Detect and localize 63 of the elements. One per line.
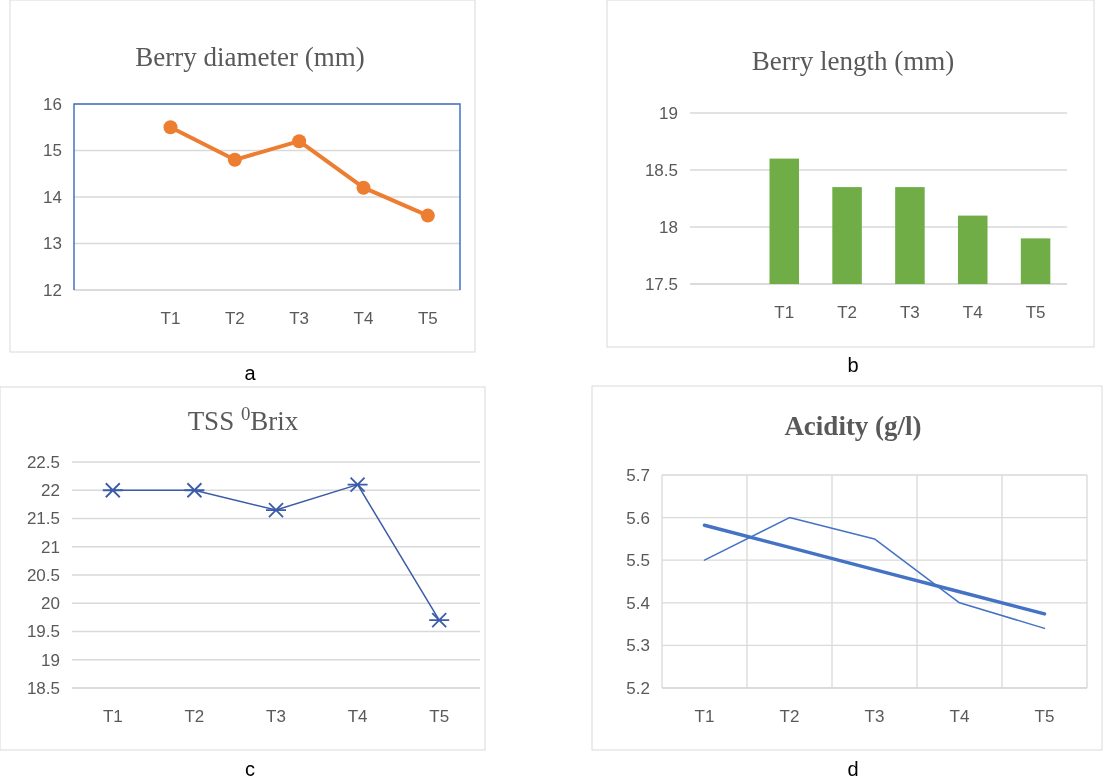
x-tick-label: T4 [949, 707, 970, 726]
y-tick-label: 12 [43, 280, 62, 300]
chart-title: Acidity (g/l) [784, 411, 922, 441]
y-tick-label: 21 [41, 537, 60, 557]
x-tick-label: T1 [102, 707, 123, 726]
point [265, 502, 287, 518]
y-tick-label: 5.3 [626, 636, 650, 656]
x-tick-label: T3 [899, 303, 920, 322]
text: c [245, 758, 255, 778]
y-tick-label: 18 [659, 217, 678, 237]
x-tick-label: T1 [694, 707, 715, 726]
x-tick-label: T3 [289, 309, 310, 328]
y-tick-label: 5.5 [626, 551, 650, 571]
x-tick-label: T5 [417, 309, 438, 328]
line-series [703, 516, 1046, 630]
chart-title: TSS $^{0}$Brix [187, 402, 299, 436]
y-tick-label: 20.5 [26, 565, 60, 585]
x-tick-label: T5 [429, 707, 450, 726]
point [227, 152, 242, 167]
point [101, 482, 124, 499]
point [183, 482, 206, 499]
x-tick-label: T2 [779, 707, 800, 726]
y-tick-label: 19.5 [26, 622, 60, 642]
y-tick-label: 17.5 [644, 274, 678, 294]
x-tick-label: T2 [837, 303, 858, 322]
y-tick-label: 13 [43, 234, 62, 254]
x-tick-label: T2 [224, 309, 245, 328]
y-tick-label: 5.7 [626, 465, 650, 485]
x-tick-label: T3 [864, 707, 885, 726]
y-tick-label: 20 [41, 594, 60, 614]
x-tick-label: T5 [1025, 303, 1046, 322]
point [420, 208, 435, 223]
x-tick-label: T4 [347, 707, 368, 726]
y-tick-label: 16 [43, 94, 62, 114]
point [346, 476, 369, 493]
point [356, 180, 371, 195]
y-tick-label: 5.2 [626, 678, 650, 698]
y-tick-label: 19 [659, 103, 678, 123]
y-tick-label: 22 [41, 481, 60, 501]
y-tick-label: 18.5 [644, 160, 678, 180]
x-tick-label: T4 [353, 309, 374, 328]
point [292, 134, 307, 149]
text: b [847, 354, 859, 376]
text: d [847, 758, 859, 778]
x-tick-label: T1 [160, 309, 181, 328]
text: a [244, 362, 257, 384]
y-tick-label: 22.5 [26, 452, 60, 472]
x-tick-label: T3 [266, 707, 286, 726]
x-tick-label: T5 [1034, 707, 1055, 726]
y-tick-label: 21.5 [26, 509, 60, 529]
x-tick-label: T1 [774, 303, 795, 322]
y-tick-label: 15 [43, 141, 62, 161]
x-tick-label: T2 [184, 707, 205, 726]
chart-title: Berry length (mm) [751, 46, 955, 76]
point [163, 120, 178, 135]
y-tick-label: 18.5 [26, 678, 60, 698]
y-tick-label: 5.4 [626, 593, 650, 613]
y-tick-label: 19 [41, 650, 60, 670]
x-tick-label: T4 [962, 303, 983, 322]
chart-title: Berry diameter (mm) [135, 42, 365, 72]
point [428, 612, 451, 629]
y-tick-label: 5.6 [626, 508, 650, 528]
y-tick-label: 14 [43, 187, 62, 207]
